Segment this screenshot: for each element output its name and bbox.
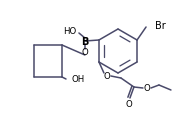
Text: OH: OH	[72, 75, 85, 84]
Text: HO: HO	[63, 26, 76, 35]
Text: Br: Br	[155, 21, 166, 31]
Text: B: B	[81, 37, 89, 47]
Text: O: O	[126, 100, 132, 109]
Text: O: O	[82, 48, 88, 57]
Text: O: O	[144, 84, 150, 93]
Text: O: O	[104, 72, 110, 81]
